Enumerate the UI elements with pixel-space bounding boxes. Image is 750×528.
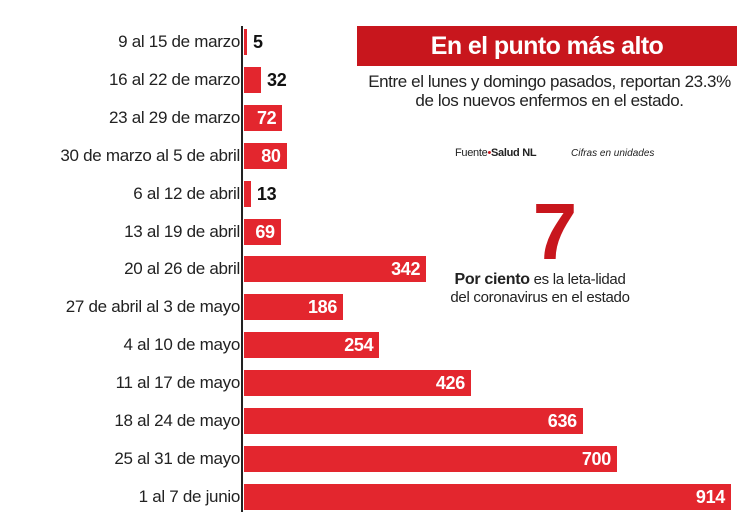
- data-label: 69: [255, 221, 275, 242]
- y-axis-line: [241, 26, 243, 512]
- data-label: 32: [267, 69, 287, 90]
- data-label: 914: [695, 486, 725, 507]
- data-label: 72: [256, 107, 277, 128]
- callout-bold: Por ciento: [454, 271, 530, 288]
- data-label: 5: [253, 32, 263, 52]
- category-label: 4 al 10 de mayo: [123, 335, 241, 355]
- bar: [244, 294, 344, 321]
- source-note: Fuente•Salud NL: [455, 147, 537, 160]
- data-label: 186: [307, 297, 338, 318]
- data-label: 254: [344, 335, 374, 356]
- category-label: 20 al 26 de abril: [124, 259, 240, 279]
- category-label: 27 de abril al 3 de mayo: [65, 297, 241, 317]
- category-label: 25 al 31 de mayo: [114, 448, 240, 468]
- category-label: 23 al 29 de marzo: [109, 107, 240, 127]
- bar: [244, 332, 380, 359]
- source-name: Salud NL: [491, 147, 537, 159]
- bar: [244, 29, 247, 55]
- callout-rest: es la leta-lidad del coronavirus en el e…: [450, 271, 630, 306]
- category-label: 16 al 22 de marzo: [109, 69, 240, 89]
- category-label: 18 al 24 de mayo: [114, 411, 240, 430]
- category-label: 9 al 15 de marzo: [118, 32, 240, 51]
- data-label: 700: [581, 448, 611, 469]
- units-note: Cifras en unidades: [571, 148, 655, 159]
- bar: [244, 104, 283, 131]
- category-label: 30 de marzo al 5 de abril: [60, 145, 240, 165]
- data-label: 636: [547, 411, 577, 431]
- data-label: 80: [261, 145, 281, 166]
- bar: [244, 483, 731, 510]
- category-label: 1 al 7 de junio: [138, 486, 241, 506]
- category-label: 6 al 12 de abril: [133, 183, 240, 203]
- source-prefix: Fuente: [455, 147, 488, 159]
- callout-number: 7: [532, 187, 578, 276]
- data-label: 426: [435, 373, 465, 394]
- bullet-icon: •: [487, 147, 492, 159]
- category-label: 11 al 17 de mayo: [115, 373, 241, 393]
- data-label: 342: [391, 259, 421, 280]
- bar: [244, 180, 251, 207]
- chart-subtitle: Entre el lunes y domingo pasados, report…: [368, 72, 731, 110]
- bar: [244, 218, 281, 245]
- bar: [244, 256, 427, 283]
- bar: [244, 370, 471, 397]
- bar: [244, 142, 287, 169]
- callout-text: Por ciento es la leta-lidad del coronavi…: [450, 271, 630, 307]
- category-label: 13 al 19 de abril: [124, 221, 240, 241]
- bar: [244, 66, 262, 93]
- data-label: 13: [256, 183, 277, 204]
- bar: [244, 408, 583, 434]
- bar: [244, 445, 617, 472]
- chart-title: En el punto más alto: [357, 26, 737, 66]
